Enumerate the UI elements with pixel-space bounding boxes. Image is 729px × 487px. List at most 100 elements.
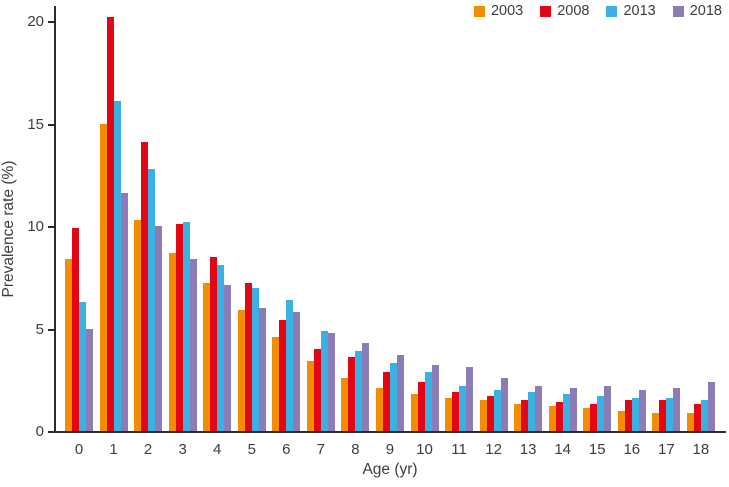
bar-2008-age-18 bbox=[693, 404, 701, 431]
x-tick-label-age-3: 3 bbox=[178, 441, 187, 458]
bar-cluster-age-0 bbox=[65, 6, 93, 431]
bar-2008-age-17 bbox=[659, 400, 667, 431]
bar-cluster-age-18 bbox=[686, 6, 715, 431]
bar-2008-age-7 bbox=[313, 349, 321, 431]
bar-2018-age-11 bbox=[466, 367, 474, 431]
bar-cluster-age-14 bbox=[548, 6, 577, 431]
legend-item-2018: 2018 bbox=[672, 3, 722, 19]
y-tick-mark bbox=[48, 328, 54, 331]
bar-cluster-age-3 bbox=[168, 6, 197, 431]
legend-label: 2008 bbox=[557, 3, 590, 19]
bar-2018-age-1 bbox=[120, 193, 128, 431]
bar-2008-age-3 bbox=[175, 223, 183, 431]
y-tick-mark bbox=[48, 21, 54, 23]
bar-2003-age-10 bbox=[410, 394, 418, 431]
x-tick-label-age-7: 7 bbox=[316, 441, 326, 458]
x-tick-label-age-10: 10 bbox=[416, 441, 433, 458]
bar-2003-age-18 bbox=[686, 412, 694, 431]
y-tick-mark bbox=[48, 431, 54, 433]
bar-2003-age-12 bbox=[479, 400, 487, 431]
bar-2013-age-0 bbox=[79, 301, 86, 431]
bar-2018-age-16 bbox=[638, 390, 646, 431]
bar-cluster-age-15 bbox=[583, 6, 612, 431]
bar-2013-age-1 bbox=[113, 100, 121, 431]
bar-2018-age-9 bbox=[396, 355, 404, 431]
bar-2013-age-3 bbox=[182, 221, 190, 431]
bar-2013-age-4 bbox=[217, 264, 225, 431]
x-tick-label-age-14: 14 bbox=[554, 441, 572, 458]
x-tick-label-age-2: 2 bbox=[143, 441, 153, 458]
x-tick-label-age-1: 1 bbox=[109, 441, 118, 458]
y-tick-label: 15 bbox=[27, 115, 44, 133]
x-tick-label-age-13: 13 bbox=[519, 441, 537, 458]
x-axis-line bbox=[54, 431, 726, 433]
bar-2018-age-0 bbox=[86, 328, 93, 431]
bar-2013-age-11 bbox=[459, 385, 467, 431]
bar-2013-age-15 bbox=[597, 396, 605, 431]
bar-2008-age-15 bbox=[590, 404, 598, 431]
bar-cluster-age-5 bbox=[237, 6, 266, 431]
x-tick-label-age-0: 0 bbox=[74, 441, 84, 458]
bar-2018-age-6 bbox=[293, 312, 301, 431]
bar-cluster-age-7 bbox=[306, 6, 335, 431]
legend-swatch-icon bbox=[473, 5, 485, 17]
bar-2008-age-8 bbox=[348, 357, 356, 431]
bar-2018-age-13 bbox=[535, 385, 543, 431]
bar-2008-age-4 bbox=[210, 256, 218, 431]
bar-2003-age-16 bbox=[617, 410, 625, 431]
bar-2013-age-14 bbox=[562, 394, 570, 431]
bar-2003-age-5 bbox=[237, 310, 245, 431]
plot-area bbox=[54, 6, 726, 433]
bar-2003-age-4 bbox=[203, 283, 211, 431]
y-tick-label: 0 bbox=[35, 423, 44, 440]
bar-cluster-age-8 bbox=[341, 6, 370, 431]
bar-2003-age-9 bbox=[375, 387, 383, 431]
bar-2003-age-3 bbox=[168, 252, 176, 431]
bar-2003-age-11 bbox=[445, 398, 453, 431]
bar-2008-age-5 bbox=[244, 283, 252, 431]
bar-2003-age-1 bbox=[99, 123, 107, 431]
x-axis-title: Age (yr) bbox=[362, 461, 418, 478]
x-tick-label-age-12: 12 bbox=[485, 441, 502, 458]
bar-2018-age-17 bbox=[673, 387, 681, 431]
bar-cluster-age-17 bbox=[652, 6, 681, 431]
legend-swatch-icon bbox=[540, 5, 552, 17]
legend-label: 2013 bbox=[623, 3, 656, 19]
bar-2008-age-6 bbox=[279, 320, 287, 431]
bar-2003-age-6 bbox=[272, 336, 280, 431]
legend-item-2013: 2013 bbox=[606, 3, 656, 19]
bar-2003-age-0 bbox=[65, 258, 72, 431]
x-tick-label-age-15: 15 bbox=[588, 441, 606, 458]
bar-2008-age-13 bbox=[521, 400, 529, 431]
bar-2008-age-14 bbox=[555, 402, 563, 431]
x-tick-label-age-4: 4 bbox=[213, 441, 222, 458]
bar-cluster-age-10 bbox=[410, 6, 439, 431]
bar-2018-age-14 bbox=[569, 387, 577, 431]
bar-2003-age-13 bbox=[514, 404, 522, 431]
x-tick-label-age-6: 6 bbox=[282, 441, 291, 458]
x-tick-label-age-5: 5 bbox=[247, 441, 256, 458]
y-tick-label: 10 bbox=[27, 218, 44, 235]
legend-item-2008: 2008 bbox=[540, 4, 589, 19]
bar-2003-age-2 bbox=[134, 219, 142, 431]
x-tick-label-age-17: 17 bbox=[658, 441, 675, 458]
y-axis-line bbox=[54, 6, 56, 433]
bar-cluster-age-13 bbox=[514, 6, 543, 431]
bar-2003-age-15 bbox=[583, 408, 591, 431]
y-tick-mark bbox=[48, 226, 54, 228]
bar-2008-age-2 bbox=[141, 141, 149, 431]
bar-cluster-age-16 bbox=[617, 6, 646, 431]
bar-2008-age-9 bbox=[382, 371, 390, 431]
bar-2003-age-17 bbox=[652, 412, 660, 431]
bar-2018-age-5 bbox=[258, 308, 266, 431]
legend-label: 2018 bbox=[689, 3, 722, 19]
bar-2018-age-4 bbox=[224, 285, 232, 431]
x-tick-label-age-9: 9 bbox=[385, 441, 395, 458]
bar-2003-age-8 bbox=[341, 377, 349, 431]
bar-cluster-age-12 bbox=[479, 6, 508, 431]
x-tick-label-age-8: 8 bbox=[351, 441, 360, 458]
legend-swatch-icon bbox=[672, 5, 684, 17]
x-tick-label-age-16: 16 bbox=[623, 441, 641, 458]
bar-2018-age-12 bbox=[500, 377, 508, 431]
